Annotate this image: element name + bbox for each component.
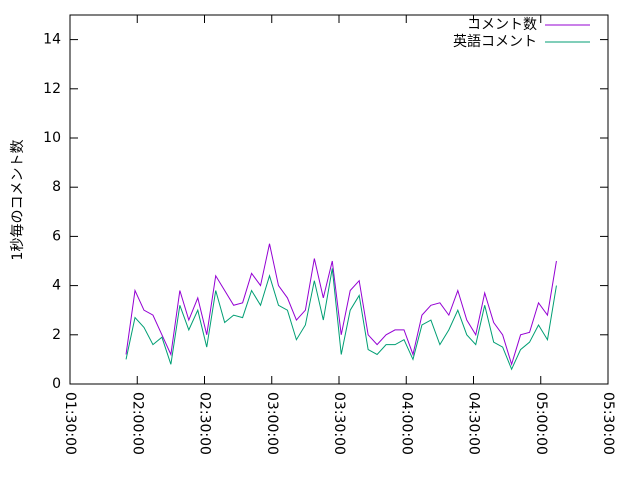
y-tick-label: 0 [52, 376, 61, 392]
x-tick-label: 01:30:00 [62, 392, 78, 455]
x-tick-label: 04:30:00 [466, 392, 482, 455]
legend-label: 英語コメント [453, 33, 537, 50]
y-tick-label: 4 [52, 278, 61, 294]
x-tick-label: 05:30:00 [600, 392, 616, 455]
y-tick-label: 12 [43, 81, 61, 97]
series-line [125, 268, 557, 371]
y-axis-label: 1秒毎のコメント数 [10, 140, 26, 261]
x-tick-label: 02:00:00 [129, 392, 145, 455]
x-tick-label: 03:00:00 [264, 392, 280, 455]
x-tick-label: 04:00:00 [398, 392, 414, 455]
y-tick-label: 6 [52, 228, 61, 244]
y-tick-label: 10 [43, 130, 61, 146]
y-tick-label: 8 [52, 179, 61, 195]
series-line [125, 243, 557, 367]
legend-label: コメント数 [467, 17, 537, 33]
x-tick-label: 03:30:00 [331, 392, 347, 455]
x-tick-label: 05:00:00 [533, 392, 549, 455]
x-tick-label: 02:30:00 [197, 392, 213, 455]
y-tick-label: 14 [43, 32, 61, 48]
y-tick-label: 2 [52, 327, 61, 343]
